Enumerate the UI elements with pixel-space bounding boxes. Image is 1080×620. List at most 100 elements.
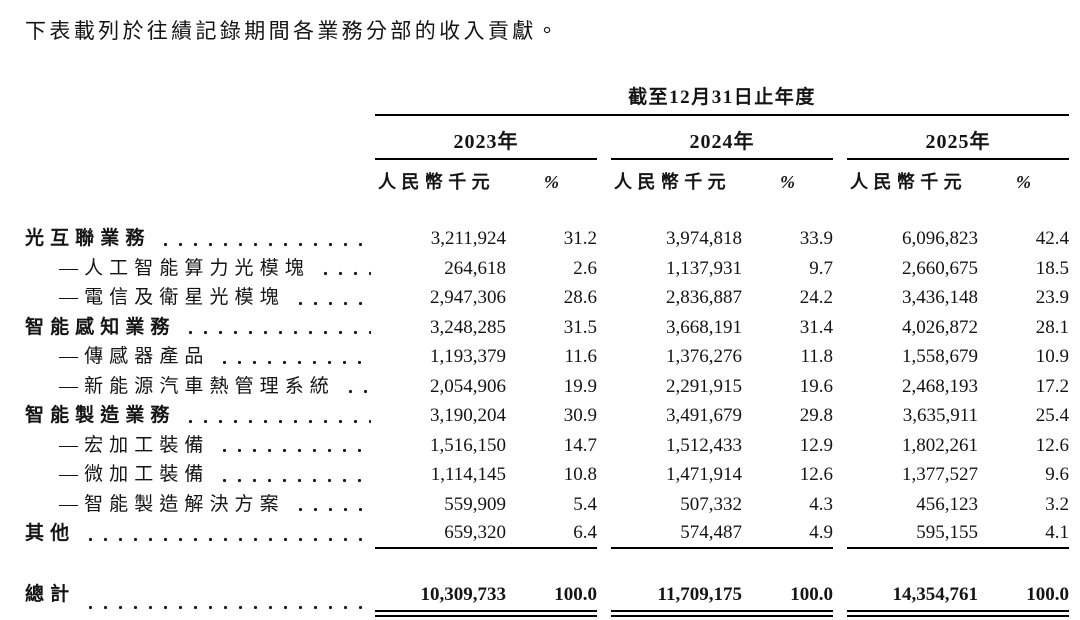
column-gap [597,490,611,520]
row-label: 光互聯業務 [25,228,151,249]
column-gap [833,431,847,461]
pct-2024: 19.6 [799,375,833,397]
dot-leader [217,342,371,372]
total-amount-2024: 11,709,175 [611,582,742,617]
pct-2023: 19.9 [563,375,597,397]
column-gap [833,342,847,372]
dot-leader [158,224,371,254]
row-label-cell: —新能源汽車熱管理系統 [25,371,375,401]
amount-2025: 456,123 [916,493,978,515]
table-row: —電信及衛星光模塊 2,947,306 28.6 2,836,887 24.2 … [25,283,1069,313]
amount-2024: 3,974,818 [666,228,742,249]
amount-2024: 1,137,931 [666,257,742,279]
pct-2024: 24.2 [799,287,833,308]
pct-2024: 33.9 [799,228,833,249]
row-label-cell: 智能製造業務 [25,401,375,431]
column-gap [597,169,611,195]
pct-2024: 4.9 [742,519,833,549]
column-gap [597,283,611,313]
unit-header-2023: 人民幣千元 [378,172,495,192]
pct-2025: 12.6 [1035,434,1069,456]
column-gap [597,342,611,372]
dot-leader [292,283,371,313]
table-row: 光互聯業務 3,211,924 31.2 3,974,818 33.9 6,09… [25,224,1069,254]
amount-2024: 2,836,887 [666,287,742,308]
amount-2024: 507,332 [680,493,742,515]
column-gap [833,283,847,313]
column-gap [833,254,847,284]
dot-leader [217,430,371,460]
amount-2025: 4,026,872 [902,316,978,338]
amount-2025: 6,096,823 [902,228,978,249]
pct-2023: 31.5 [563,316,597,338]
revenue-contribution-table: 截至12月31日止年度 2023年 2024年 2025年 人民幣千元 % 人民… [25,82,1069,617]
amount-2023: 659,320 [375,519,506,549]
row-label: —電信及衛星光模塊 [59,287,285,308]
amount-2025: 2,468,193 [902,375,978,397]
pct-2025: 10.9 [1035,346,1069,367]
pct-2023: 2.6 [573,257,597,279]
header-spacer [25,82,375,116]
column-gap [597,372,611,402]
year-header-2024: 2024年 [611,116,833,160]
pct-2025: 4.1 [978,519,1069,549]
column-gap [597,401,611,431]
column-gap [833,224,847,254]
table-row: —智能製造解決方案 559,909 5.4 507,332 4.3 456,12… [25,489,1069,520]
pct-header-2023: % [544,172,559,192]
pct-2024: 31.4 [799,316,833,338]
pct-2024: 12.9 [799,434,833,456]
amount-2023: 2,947,306 [430,287,506,308]
pct-header-2024: % [780,172,795,192]
pct-2025: 42.4 [1035,228,1069,249]
pct-2023: 14.7 [563,434,597,456]
amount-2023: 3,248,285 [430,316,506,338]
dot-leader [83,519,371,549]
pct-2025: 3.2 [1045,493,1069,515]
dot-leader [83,581,371,617]
amount-2024: 3,491,679 [666,405,742,426]
dot-leader [292,489,371,519]
row-label-cell: 光互聯業務 [25,224,375,254]
row-label: 其他 [25,523,76,544]
table-body: 光互聯業務 3,211,924 31.2 3,974,818 33.9 6,09… [25,224,1069,617]
table-row: —微加工裝備 1,114,145 10.8 1,471,914 12.6 1,3… [25,460,1069,490]
column-gap [597,460,611,490]
intro-sentence: 下表載列於往績記錄期間各業務分部的收入貢獻。 [25,19,561,43]
amount-2023: 264,618 [444,257,506,279]
amount-2025: 1,377,527 [902,464,978,485]
amount-2025: 595,155 [847,519,978,549]
column-gap [833,490,847,520]
row-label: 智能製造業務 [25,405,176,426]
column-gap [833,519,847,549]
row-label-cell: —微加工裝備 [25,460,375,490]
pct-2025: 17.2 [1035,375,1069,397]
total-pct-2023: 100.0 [506,582,597,617]
row-label-cell: 智能感知業務 [25,312,375,342]
pct-2024: 4.3 [809,493,833,515]
year-header-2023: 2023年 [375,116,597,160]
unit-header-2024: 人民幣千元 [614,172,731,192]
amount-2025: 3,635,911 [902,405,978,426]
pct-2025: 9.6 [1045,464,1069,485]
amount-2025: 1,802,261 [902,434,978,456]
dot-leader [183,401,371,431]
total-label: 總計 [25,583,76,605]
dot-leader [317,253,371,283]
row-label-cell: 總計 [25,581,375,617]
table-total-row: 總計 10,309,733 100.0 11,709,175 100.0 14,… [25,581,1069,617]
table-row: —新能源汽車熱管理系統 2,054,906 19.9 2,291,915 19.… [25,371,1069,402]
amount-2024: 1,471,914 [666,464,742,485]
dot-leader [183,312,371,342]
total-pct-2025: 100.0 [978,582,1069,617]
table-row: 智能製造業務 3,190,204 30.9 3,491,679 29.8 3,6… [25,401,1069,431]
pct-header-2025: % [1016,172,1031,192]
column-gap [597,582,611,617]
pct-2023: 10.8 [563,464,597,485]
amount-2024: 3,668,191 [666,316,742,338]
row-label-cell: —傳感器產品 [25,342,375,372]
amount-2023: 2,054,906 [430,375,506,397]
row-label: —微加工裝備 [59,464,210,485]
table-header-years-row: 2023年 2024年 2025年 [25,116,1069,160]
